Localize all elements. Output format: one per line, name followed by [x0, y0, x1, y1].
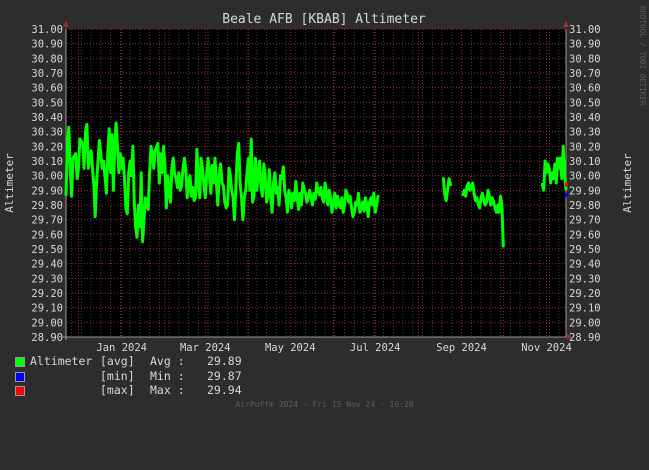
y-tick-label-right: 30.80: [569, 53, 601, 65]
x-tick-label: Sep 2024: [436, 342, 487, 354]
legend-value-max: 29.94: [207, 383, 242, 397]
legend-stat-avg: Avg :: [150, 354, 185, 368]
y-tick-label-left: 31.00: [31, 24, 63, 36]
y-tick-label-left: 30.10: [31, 156, 63, 168]
y-axis-label-right: Altimeter: [621, 153, 634, 213]
legend-swatch-min: [15, 371, 25, 382]
y-tick-label-left: 29.90: [31, 185, 63, 197]
y-tick-label-left: 30.80: [31, 53, 63, 65]
y-tick-label-left: 29.00: [31, 317, 63, 329]
y-tick-label-right: 30.40: [569, 112, 601, 124]
chart-title: Beale AFB [KBAB] Altimeter: [222, 12, 426, 27]
y-tick-label-right: 29.40: [569, 259, 601, 271]
y-tick-label-right: 31.00: [569, 24, 601, 36]
footer-timestamp: AirPuffm 2024 — Fri 15 Nov 24 - 16:28: [235, 400, 414, 409]
y-axis-arrow: [63, 21, 69, 27]
x-tick-label: Jul 2024: [350, 342, 401, 354]
y-tick-label-left: 29.10: [31, 303, 63, 315]
x-tick-label: Mar 2024: [180, 342, 231, 354]
x-tick-label: Jan 2024: [96, 342, 147, 354]
y-tick-label-right: 29.90: [569, 185, 601, 197]
y-tick-label-right: 30.60: [569, 83, 601, 95]
y-tick-label-left: 30.70: [31, 68, 63, 80]
rrdtool-watermark: RRDTOOL / TOBI OETIKER: [638, 6, 647, 106]
y-tick-label-left: 30.50: [31, 97, 63, 109]
y-tick-label-left: 30.40: [31, 112, 63, 124]
altimeter-graph: 28.90 28.90 29.00 29.00 29.10 29.10 29.20 29.20…: [3, 6, 647, 409]
y-tick-label-right: 29.10: [569, 303, 601, 315]
y-tick-label-right: 30.00: [569, 171, 601, 183]
y-tick-label-left: 30.30: [31, 127, 63, 139]
x-tick-label: May 2024: [265, 342, 316, 354]
legend-cf-min: [min]: [100, 368, 135, 383]
series-line-altimeter-avg: [461, 181, 505, 248]
series-line-altimeter-avg: [540, 144, 568, 192]
y-tick-label-right: 29.60: [569, 229, 601, 241]
y-tick-label-left: 29.20: [31, 288, 63, 300]
y-tick-label-right: 29.80: [569, 200, 601, 212]
y-tick-label-left: 29.40: [31, 259, 63, 271]
legend-cf-avg: [avg]: [100, 354, 135, 368]
legend-row-min: [min] Min : 29.87: [14, 369, 242, 384]
series-line-altimeter-avg: [441, 177, 452, 203]
legend: Altimeter [avg] Avg : 29.89 [min] Min : …: [14, 354, 242, 398]
legend-series-name: Altimeter: [30, 354, 93, 368]
end-mark-max: [565, 182, 568, 187]
y-axis-right-arrow: [563, 21, 569, 27]
y-axis-label-left: Altimeter: [3, 153, 16, 213]
legend-cf-max: [max]: [100, 383, 135, 397]
y-tick-label-right: 30.10: [569, 156, 601, 168]
legend-row-max: [max] Max : 29.94: [14, 383, 242, 398]
y-tick-label-right: 29.00: [569, 317, 601, 329]
end-mark-min: [565, 192, 568, 197]
y-tick-label-right: 29.70: [569, 215, 601, 227]
y-tick-label-right: 30.20: [569, 141, 601, 153]
y-tick-label-left: 29.70: [31, 215, 63, 227]
y-tick-label-left: 29.30: [31, 273, 63, 285]
y-tick-label-right: 30.70: [569, 68, 601, 80]
y-tick-label-left: 28.90: [31, 332, 63, 344]
y-tick-label-right: 30.50: [569, 97, 601, 109]
y-tick-label-left: 29.80: [31, 200, 63, 212]
chart-canvas: 28.90 28.90 29.00 29.00 29.10 29.10 29.20 29.20…: [3, 6, 647, 354]
y-tick-label-right: 29.30: [569, 273, 601, 285]
y-tick-label-right: 30.90: [569, 39, 601, 51]
legend-swatch-avg: [15, 357, 25, 367]
y-tick-label-left: 30.20: [31, 141, 63, 153]
y-tick-label-right: 30.30: [569, 127, 601, 139]
legend-value-min: 29.87: [207, 368, 242, 383]
legend-swatch-max: [15, 386, 25, 396]
y-tick-label-left: 30.60: [31, 83, 63, 95]
y-tick-label-left: 29.50: [31, 244, 63, 256]
y-tick-label-left: 30.00: [31, 171, 63, 183]
legend-row-avg: Altimeter [avg] Avg : 29.89: [14, 354, 242, 369]
legend-stat-max: Max :: [150, 383, 185, 397]
y-tick-label-right: 28.90: [569, 332, 601, 344]
x-tick-label: Nov 2024: [521, 342, 572, 354]
x-axis-arrow: [567, 334, 573, 340]
y-tick-label-left: 30.90: [31, 39, 63, 51]
y-tick-label-right: 29.20: [569, 288, 601, 300]
legend-value-avg: 29.89: [207, 354, 242, 368]
y-tick-label-left: 29.60: [31, 229, 63, 241]
y-tick-label-right: 29.50: [569, 244, 601, 256]
series-line-altimeter-avg: [64, 121, 380, 244]
legend-stat-min: Min :: [150, 368, 185, 383]
